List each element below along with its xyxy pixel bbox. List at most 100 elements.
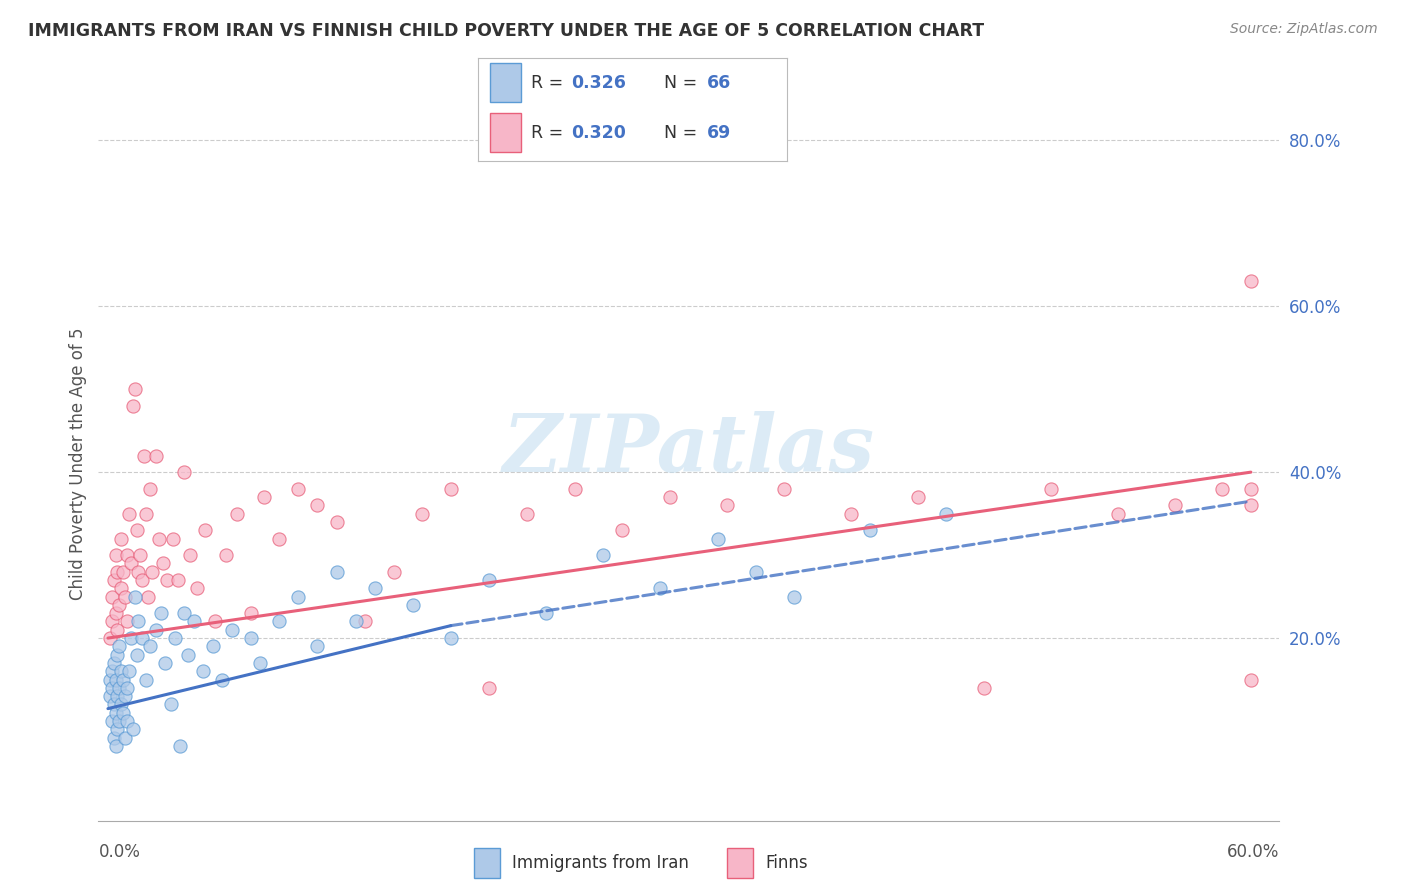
Point bbox=[783, 590, 806, 604]
Point bbox=[100, 590, 122, 604]
Point bbox=[658, 490, 681, 504]
Point bbox=[124, 590, 146, 604]
Point bbox=[107, 689, 129, 703]
Point bbox=[104, 706, 127, 720]
Point bbox=[125, 523, 148, 537]
Point bbox=[100, 681, 122, 695]
Text: 66: 66 bbox=[707, 74, 731, 92]
FancyBboxPatch shape bbox=[727, 848, 754, 878]
Point bbox=[129, 548, 152, 562]
Point bbox=[307, 499, 329, 513]
Point bbox=[107, 648, 129, 662]
Y-axis label: Child Poverty Under the Age of 5: Child Poverty Under the Age of 5 bbox=[69, 327, 87, 600]
Point bbox=[612, 523, 634, 537]
Point bbox=[110, 582, 132, 596]
Point bbox=[131, 631, 153, 645]
Point bbox=[1107, 507, 1129, 521]
Point bbox=[124, 382, 146, 396]
Point bbox=[118, 665, 141, 679]
Point bbox=[179, 548, 201, 562]
Point bbox=[173, 465, 195, 479]
Point bbox=[269, 615, 291, 629]
Point bbox=[107, 565, 129, 579]
Point bbox=[148, 532, 170, 546]
Point bbox=[167, 573, 190, 587]
Point bbox=[287, 482, 309, 496]
Point bbox=[153, 656, 176, 670]
Point bbox=[103, 573, 125, 587]
Point bbox=[145, 623, 167, 637]
Text: N =: N = bbox=[664, 124, 703, 142]
Point bbox=[173, 606, 195, 620]
Point bbox=[108, 681, 131, 695]
Point bbox=[201, 640, 224, 654]
Point bbox=[135, 507, 157, 521]
Text: 0.0%: 0.0% bbox=[98, 843, 141, 861]
Point bbox=[104, 606, 127, 620]
Text: 69: 69 bbox=[707, 124, 731, 142]
Point bbox=[592, 548, 614, 562]
Point bbox=[239, 631, 262, 645]
Point bbox=[107, 723, 129, 737]
Point bbox=[307, 640, 329, 654]
Point bbox=[110, 532, 132, 546]
Point bbox=[935, 507, 957, 521]
Point bbox=[108, 598, 131, 612]
Point bbox=[112, 706, 135, 720]
Point bbox=[145, 449, 167, 463]
Point bbox=[103, 656, 125, 670]
Point bbox=[859, 523, 882, 537]
Point bbox=[112, 565, 135, 579]
Point bbox=[98, 631, 121, 645]
Point bbox=[139, 640, 162, 654]
Point bbox=[115, 681, 138, 695]
Point bbox=[115, 548, 138, 562]
Point bbox=[226, 507, 249, 521]
Point bbox=[1240, 482, 1263, 496]
Point bbox=[115, 615, 138, 629]
Point bbox=[193, 665, 215, 679]
Point bbox=[402, 598, 425, 612]
Point bbox=[269, 532, 291, 546]
Point bbox=[516, 507, 538, 521]
Text: 60.0%: 60.0% bbox=[1227, 843, 1279, 861]
Point bbox=[162, 532, 184, 546]
Point bbox=[253, 490, 276, 504]
Point bbox=[125, 648, 148, 662]
Point bbox=[114, 731, 136, 745]
Text: N =: N = bbox=[664, 74, 703, 92]
Point bbox=[534, 606, 557, 620]
Point bbox=[1211, 482, 1233, 496]
Point bbox=[98, 689, 121, 703]
Point bbox=[150, 606, 173, 620]
Point bbox=[1039, 482, 1062, 496]
FancyBboxPatch shape bbox=[474, 848, 501, 878]
Text: Immigrants from Iran: Immigrants from Iran bbox=[512, 854, 689, 872]
Text: 0.320: 0.320 bbox=[571, 124, 626, 142]
Point bbox=[127, 615, 149, 629]
Point bbox=[156, 573, 179, 587]
Point bbox=[194, 523, 217, 537]
Point bbox=[183, 615, 205, 629]
Point bbox=[163, 631, 186, 645]
Point bbox=[135, 673, 157, 687]
Point bbox=[177, 648, 200, 662]
Text: Finns: Finns bbox=[765, 854, 808, 872]
Point bbox=[1240, 673, 1263, 687]
Point bbox=[107, 623, 129, 637]
Point bbox=[120, 557, 142, 571]
Point bbox=[221, 623, 243, 637]
Point bbox=[706, 532, 728, 546]
Point bbox=[108, 714, 131, 728]
Point bbox=[136, 590, 159, 604]
Point bbox=[114, 689, 136, 703]
Point bbox=[478, 573, 501, 587]
Point bbox=[100, 665, 122, 679]
Point bbox=[478, 681, 501, 695]
Point bbox=[344, 615, 367, 629]
Point bbox=[354, 615, 377, 629]
Point bbox=[650, 582, 672, 596]
Point bbox=[973, 681, 995, 695]
FancyBboxPatch shape bbox=[491, 113, 522, 153]
Point bbox=[249, 656, 271, 670]
